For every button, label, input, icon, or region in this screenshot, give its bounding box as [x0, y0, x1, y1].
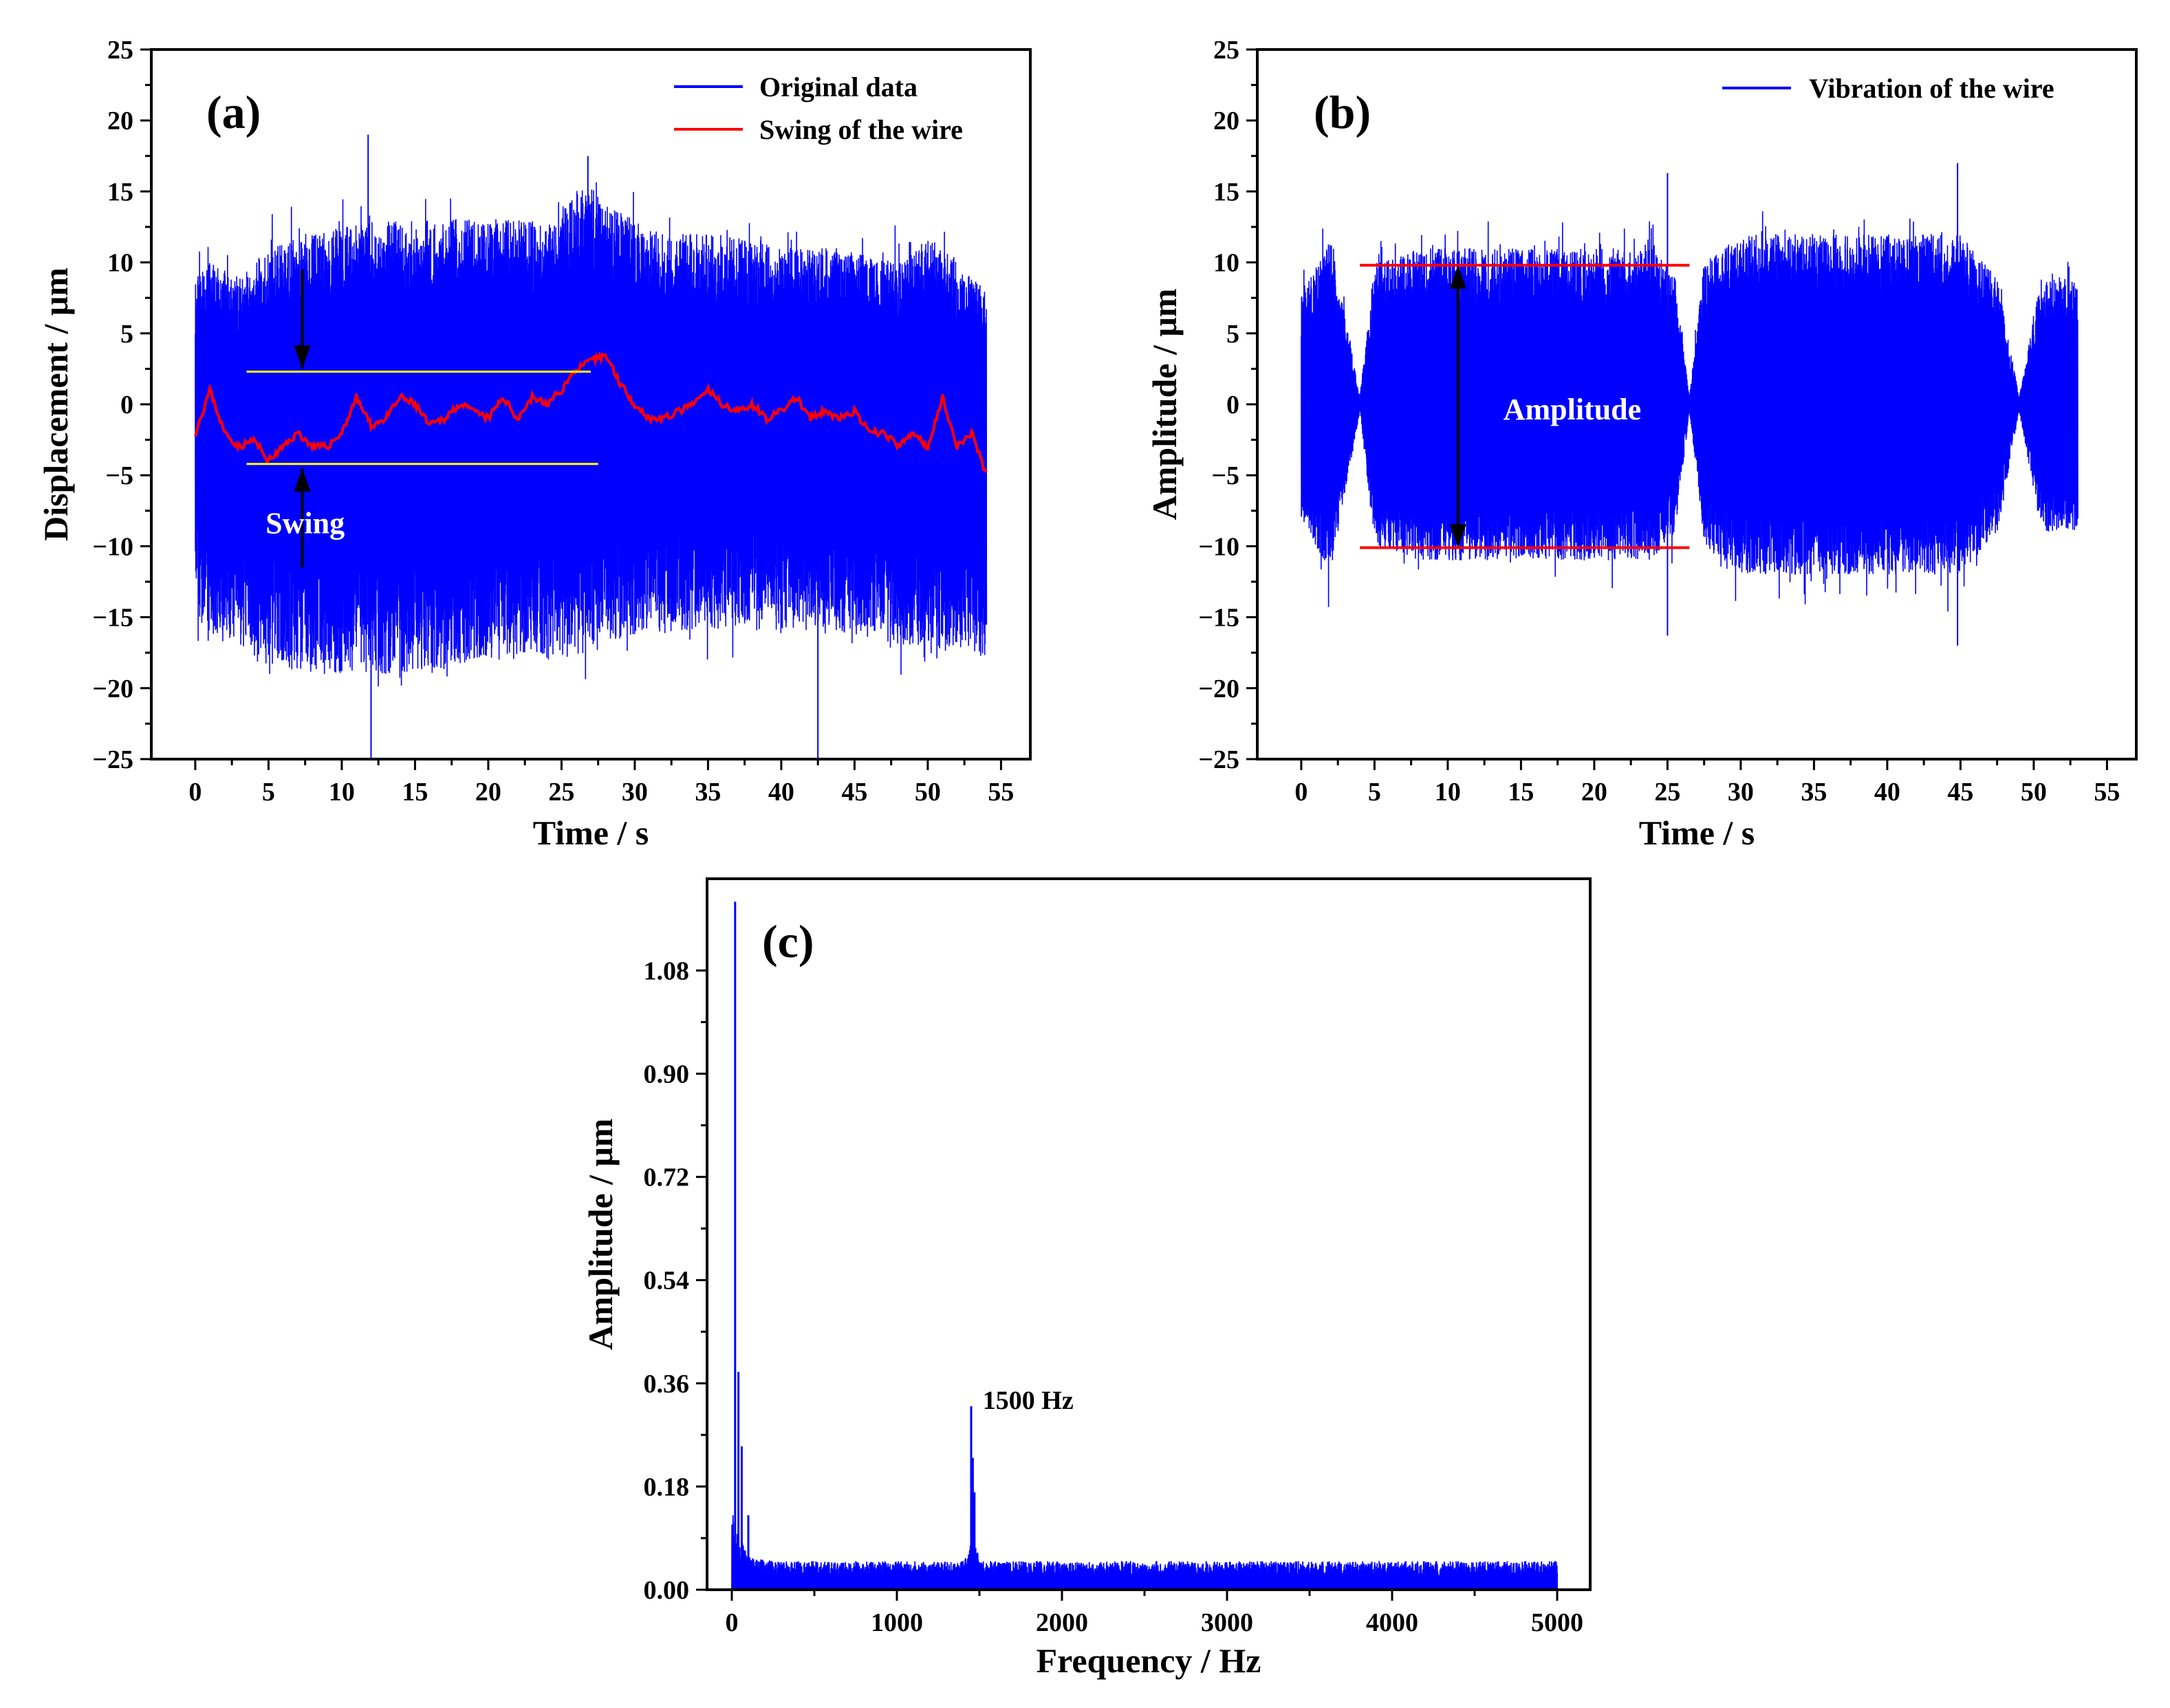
- panel-a-xtick-label: 20: [475, 778, 501, 807]
- panel-c-ylabel: Amplitude / μm: [581, 1119, 620, 1350]
- panel-b-ytick-label: −25: [1198, 745, 1239, 774]
- panel-a-xtick-label: 40: [768, 778, 794, 807]
- panel-a-ytick-label: 0: [120, 391, 133, 419]
- panel-c-xtick-label: 2000: [1036, 1608, 1088, 1637]
- panel-b-axes: 0 5 10 15 20 25 30 35 40 45 50 55 −25 −20 −15 −10 −5 0 5 10…: [1198, 36, 2120, 807]
- panel-b-legend: Vibration of the wire: [1722, 73, 2054, 104]
- panel-a-ytick-label: 10: [107, 249, 133, 278]
- panel-c: 0 1000 2000 3000 4000 5000 0.00 0.18 0.36 0.54 0.7…: [581, 877, 1592, 1680]
- panel-c-xlabel: Frequency / Hz: [1037, 1641, 1261, 1680]
- panel-a-xlabel: Time / s: [533, 813, 649, 852]
- panel-c-ytick-label: 1.08: [644, 956, 690, 985]
- panel-b-xtick-label: 20: [1581, 778, 1607, 807]
- panel-a-xtick-label: 55: [988, 778, 1014, 807]
- panel-a-arrow-head: [294, 468, 311, 492]
- series-swing-of-the-wire: [193, 351, 988, 473]
- panel-b-xtick-label: 10: [1435, 778, 1461, 807]
- panel-c-annotation-peak: 1500 Hz: [983, 1386, 1074, 1415]
- panel-a-xtick-label: 15: [402, 778, 428, 807]
- panel-b-xtick-label: 0: [1294, 778, 1308, 807]
- panel-b-ytick-label: −5: [1211, 461, 1239, 490]
- panel-a-xtick-label: 30: [622, 778, 648, 807]
- panel-b-ytick-label: −20: [1198, 675, 1239, 703]
- panel-c-data-layer: [731, 901, 1559, 1590]
- panel-a-label: (a): [206, 86, 261, 138]
- panel-b-xtick-label: 15: [1508, 778, 1534, 807]
- panel-a-xtick-label: 10: [329, 778, 355, 807]
- panel-c-ytick-label: 0.18: [644, 1473, 690, 1502]
- panel-a-annotation-swing: Swing: [265, 506, 345, 540]
- legend-label-original-data: Original data: [759, 72, 918, 102]
- panel-b-xtick-label: 50: [2021, 778, 2047, 807]
- panel-b-ytick-label: −10: [1198, 532, 1239, 561]
- panel-c-ytick-label: 0.72: [644, 1163, 690, 1192]
- panel-c-label: (c): [762, 915, 814, 967]
- panel-a-ytick-label: −20: [92, 675, 133, 703]
- panel-b-arrow-head-bottom: [1449, 524, 1466, 548]
- legend-label-swing: Swing of the wire: [759, 114, 963, 145]
- panel-b-ytick-label: 5: [1226, 320, 1239, 349]
- panel-c-xtick-label: 3000: [1201, 1608, 1253, 1637]
- panel-a-ytick-label: 20: [107, 107, 133, 135]
- series-vibration-of-the-wire: [1301, 211, 2079, 612]
- series-original-data: [195, 182, 988, 687]
- panel-b-xlabel: Time / s: [1639, 813, 1755, 852]
- panel-a-ytick-label: 25: [107, 36, 133, 65]
- panel-b-xtick-label: 45: [1947, 778, 1973, 807]
- panel-a-ytick-label: −15: [92, 604, 133, 633]
- panel-a-xtick-label: 0: [188, 778, 202, 807]
- panel-a-ytick-label: 5: [120, 320, 133, 349]
- panel-c-xtick-label: 5000: [1531, 1608, 1583, 1637]
- panel-a-ytick-label: −25: [92, 745, 133, 774]
- panel-c-xtick-label: 4000: [1366, 1608, 1418, 1637]
- panel-b-ytick-label: 25: [1213, 36, 1239, 65]
- panel-a-data-layer: [193, 134, 988, 759]
- panel-b-data-layer: [1301, 163, 2079, 646]
- panel-a-axes: 0 5 10 15 20 25 30 35 40 45 50 55 −25 −20 −15 −10 −5 0 5 10…: [92, 36, 1014, 807]
- panel-a-xtick-label: 5: [262, 778, 275, 807]
- panel-a-xtick-label: 35: [695, 778, 721, 807]
- panel-c-xtick-label: 0: [726, 1608, 739, 1637]
- panel-a-xtick-label: 45: [841, 778, 867, 807]
- panel-b-ytick-label: 10: [1213, 249, 1239, 278]
- panel-c-xtick-label: 1000: [871, 1608, 923, 1637]
- panel-a-xtick-label: 50: [915, 778, 941, 807]
- panel-b-ytick-label: 15: [1213, 177, 1239, 206]
- panel-b-ylabel: Amplitude / μm: [1145, 289, 1184, 521]
- panel-c-axes: 0 1000 2000 3000 4000 5000 0.00 0.18 0.36 0.54 0.7…: [644, 956, 1584, 1637]
- legend-label-vibration: Vibration of the wire: [1809, 73, 2054, 104]
- panel-a-frame: [150, 48, 1032, 760]
- panel-b-xtick-label: 40: [1874, 778, 1900, 807]
- panel-b-ytick-label: −15: [1198, 604, 1239, 633]
- panel-b-xtick-label: 55: [2094, 778, 2120, 807]
- panel-b-xtick-label: 30: [1728, 778, 1754, 807]
- panel-b-xtick-label: 25: [1654, 778, 1680, 807]
- panel-b-xtick-label: 5: [1368, 778, 1381, 807]
- panel-c-frame: [706, 877, 1592, 1591]
- panel-a-ytick-label: −5: [105, 461, 133, 490]
- panel-c-ytick-label: 0.90: [644, 1060, 690, 1089]
- panel-a-ytick-label: −10: [92, 532, 133, 561]
- series-spectrum: [731, 1514, 1559, 1590]
- panel-a-ytick-label: 15: [107, 177, 133, 206]
- panel-b-ytick-label: 20: [1213, 107, 1239, 135]
- panel-a: 0 5 10 15 20 25 30 35 40 45 50 55 −25 −20 −15 −10 −5 0 5 10…: [36, 36, 1032, 852]
- panel-a-xtick-label: 25: [548, 778, 574, 807]
- panel-b-xtick-label: 35: [1801, 778, 1827, 807]
- panel-c-ytick-label: 0.00: [644, 1576, 690, 1605]
- panel-c-ytick-label: 0.36: [644, 1370, 690, 1399]
- panel-a-legend: Original data Swing of the wire: [674, 72, 963, 145]
- panel-b-ytick-label: 0: [1226, 391, 1239, 419]
- panel-b-annotation-amplitude: Amplitude: [1504, 393, 1641, 426]
- panel-c-ytick-label: 0.54: [644, 1267, 690, 1295]
- panel-b-arrow-head-top: [1449, 265, 1466, 289]
- panel-a-ylabel: Displacement / μm: [36, 267, 75, 541]
- panel-a-arrow-head: [294, 345, 311, 369]
- panel-b-label: (b): [1314, 86, 1371, 138]
- panel-b: 0 5 10 15 20 25 30 35 40 45 50 55 −25 −20 −15 −10 −5 0 5 10…: [1145, 36, 2138, 852]
- panel-b-frame: [1256, 48, 2138, 760]
